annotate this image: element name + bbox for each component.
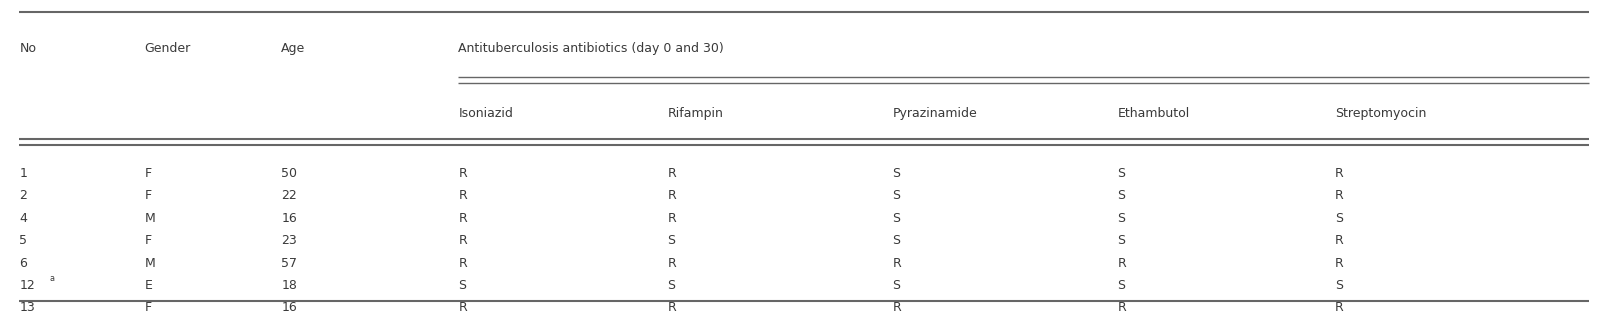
Text: 13: 13 [19, 301, 35, 312]
Text: F: F [145, 234, 151, 247]
Text: Ethambutol: Ethambutol [1117, 107, 1189, 120]
Text: E: E [145, 279, 153, 292]
Text: R: R [667, 301, 675, 312]
Text: Gender: Gender [145, 42, 191, 55]
Text: R: R [667, 212, 675, 225]
Text: Rifampin: Rifampin [667, 107, 723, 120]
Text: 4: 4 [19, 212, 27, 225]
Text: R: R [1334, 167, 1342, 180]
Text: Isoniazid: Isoniazid [458, 107, 513, 120]
Text: R: R [1334, 234, 1342, 247]
Text: R: R [667, 167, 675, 180]
Text: S: S [892, 167, 900, 180]
Text: 22: 22 [281, 189, 297, 202]
Text: F: F [145, 301, 151, 312]
Text: S: S [892, 189, 900, 202]
Text: R: R [1334, 189, 1342, 202]
Text: R: R [458, 301, 466, 312]
Text: No: No [19, 42, 37, 55]
Text: Streptomyocin: Streptomyocin [1334, 107, 1425, 120]
Text: S: S [1117, 167, 1125, 180]
Text: R: R [458, 234, 466, 247]
Text: 23: 23 [281, 234, 297, 247]
Text: S: S [667, 279, 675, 292]
Text: M: M [145, 256, 156, 270]
Text: 12: 12 [19, 279, 35, 292]
Text: S: S [1334, 212, 1342, 225]
Text: 18: 18 [281, 279, 297, 292]
Text: R: R [667, 189, 675, 202]
Text: R: R [667, 256, 675, 270]
Text: 57: 57 [281, 256, 297, 270]
Text: R: R [458, 212, 466, 225]
Text: M: M [145, 212, 156, 225]
Text: R: R [892, 301, 900, 312]
Text: F: F [145, 167, 151, 180]
Text: Pyrazinamide: Pyrazinamide [892, 107, 977, 120]
Text: R: R [892, 256, 900, 270]
Text: S: S [458, 279, 466, 292]
Text: S: S [1117, 234, 1125, 247]
Text: S: S [892, 234, 900, 247]
Text: S: S [1334, 279, 1342, 292]
Text: S: S [892, 212, 900, 225]
Text: 16: 16 [281, 301, 297, 312]
Text: S: S [1117, 279, 1125, 292]
Text: R: R [1334, 301, 1342, 312]
Text: Antituberculosis antibiotics (day 0 and 30): Antituberculosis antibiotics (day 0 and … [458, 42, 723, 55]
Text: 16: 16 [281, 212, 297, 225]
Text: F: F [145, 189, 151, 202]
Text: 1: 1 [19, 167, 27, 180]
Text: R: R [1117, 256, 1125, 270]
Text: S: S [1117, 189, 1125, 202]
Text: R: R [458, 189, 466, 202]
Text: R: R [458, 167, 466, 180]
Text: S: S [667, 234, 675, 247]
Text: R: R [1334, 256, 1342, 270]
Text: R: R [458, 256, 466, 270]
Text: S: S [1117, 212, 1125, 225]
Text: S: S [892, 279, 900, 292]
Text: 6: 6 [19, 256, 27, 270]
Text: Age: Age [281, 42, 305, 55]
Text: 2: 2 [19, 189, 27, 202]
Text: 5: 5 [19, 234, 27, 247]
Text: a: a [50, 274, 55, 283]
Text: R: R [1117, 301, 1125, 312]
Text: 50: 50 [281, 167, 297, 180]
